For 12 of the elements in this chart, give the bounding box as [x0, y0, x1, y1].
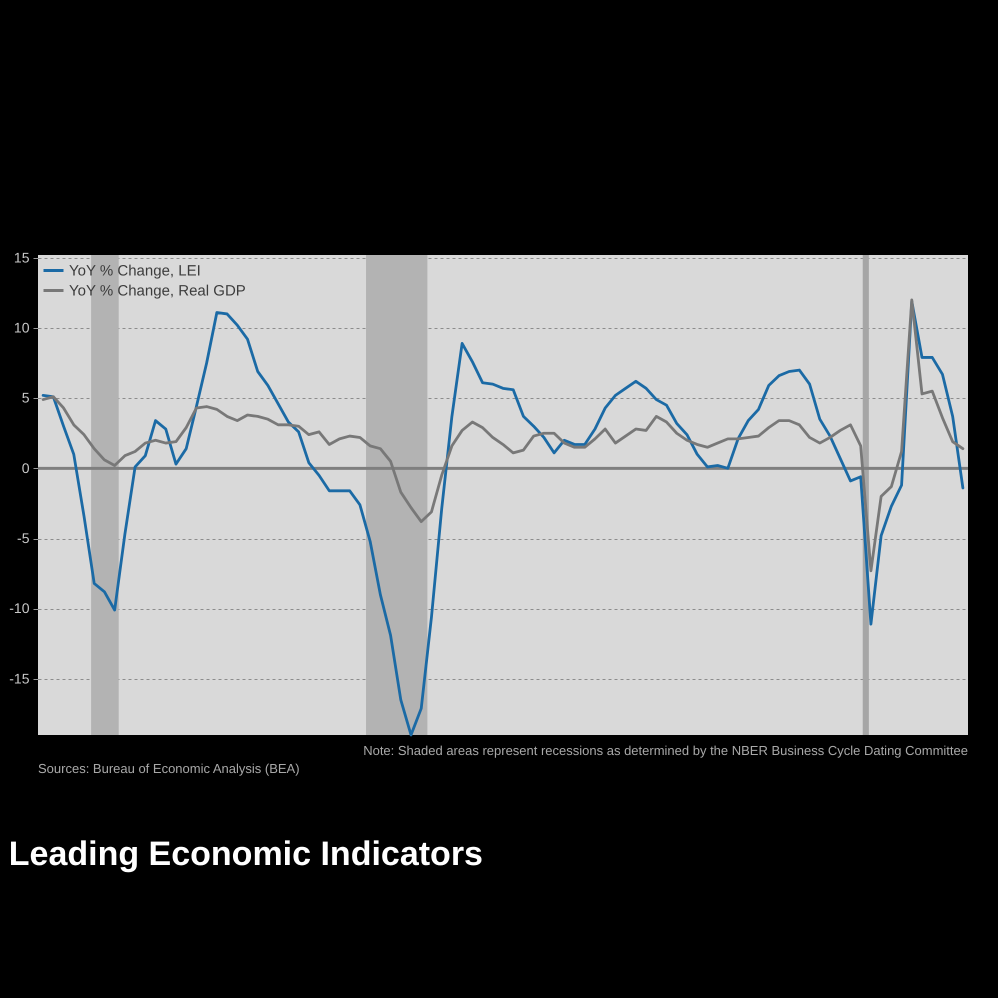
text: Leading Economic Indicators: [8, 835, 483, 873]
source-note: Sources: Bureau of Economic Analysis (BEA): [38, 761, 300, 776]
y-tick-label: -10: [9, 600, 30, 616]
y-tick-label: 0: [22, 460, 30, 476]
text: Note: Shaded areas represent recessions as determined by the NBER Business Cycle Dating Committee: [363, 743, 968, 758]
y-tick-label: -15: [9, 670, 30, 686]
y-tick-label: 15: [14, 249, 30, 266]
y-tick-label: -5: [17, 530, 30, 546]
y-tick-label: 5: [22, 390, 30, 406]
legend-label: YoY % Change, LEI: [69, 262, 201, 280]
y-tick-label: 10: [14, 319, 30, 336]
legend-label: YoY % Change, Real GDP: [69, 282, 246, 300]
